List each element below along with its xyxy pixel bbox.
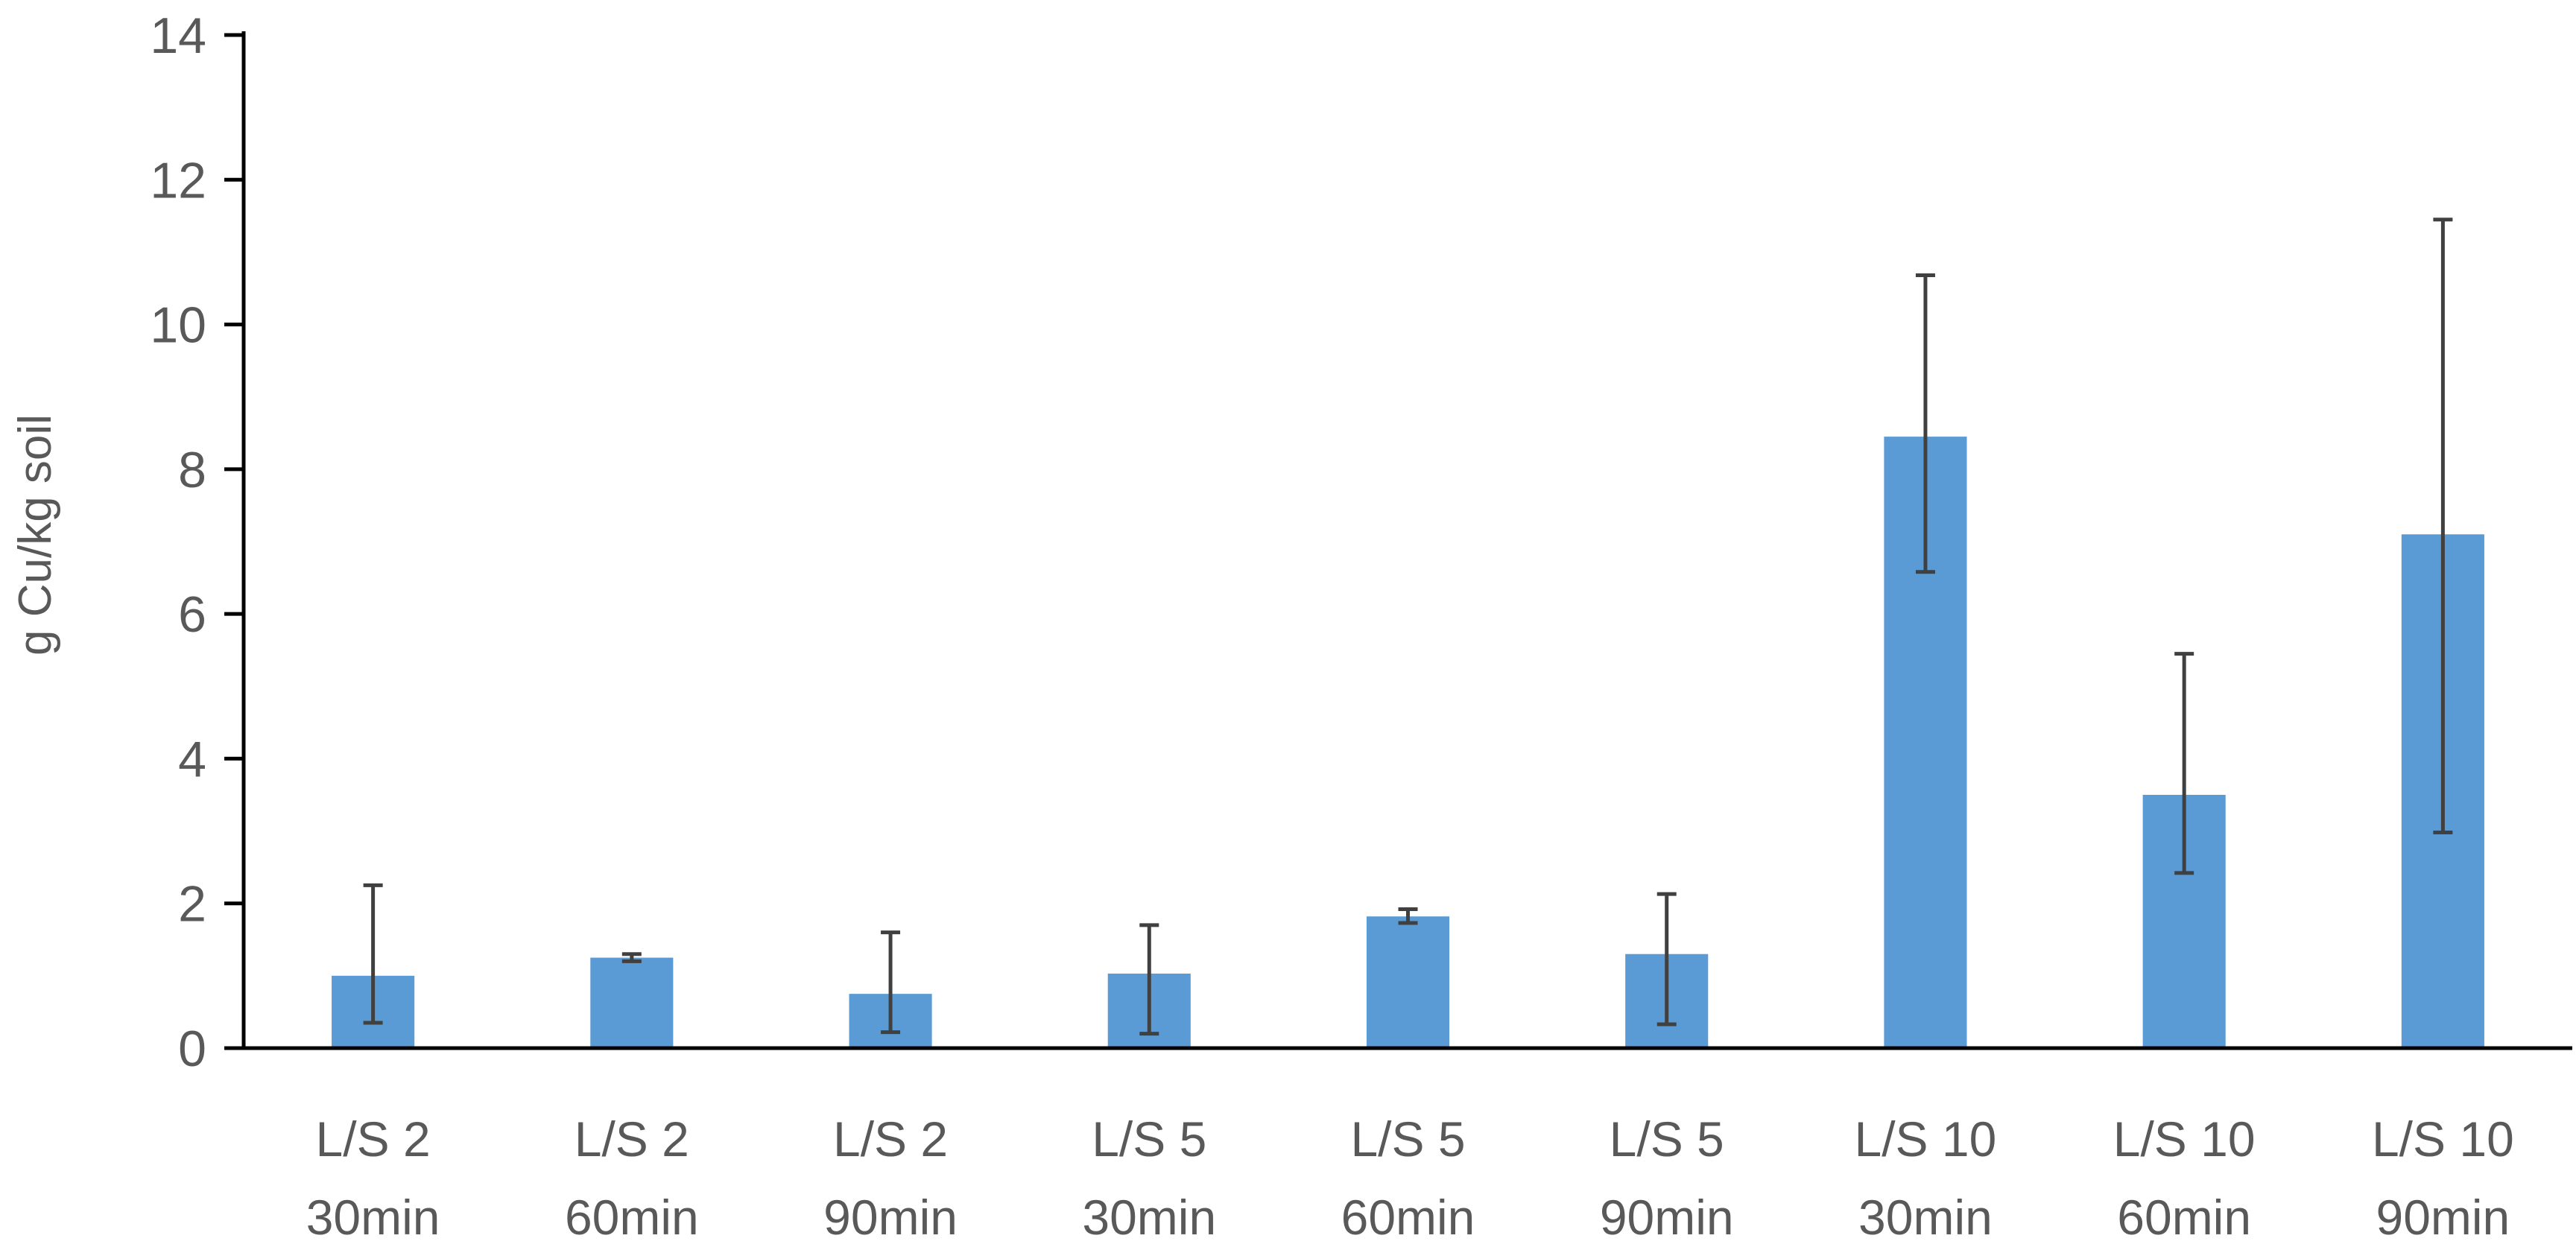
x-category-label-line: 60min — [2117, 1190, 2251, 1245]
x-category-labels: L/S 2 30min L/S 2 60min L/S 2 90min L/S 5 30min… — [306, 1111, 2514, 1245]
x-category-label-line: 90min — [823, 1190, 958, 1245]
bar — [1366, 916, 1450, 1048]
x-category-label-line: 30min — [306, 1190, 440, 1245]
y-axis-title: g Cu/kg soil — [10, 414, 61, 656]
x-category-label-line: L/S 2 — [575, 1111, 689, 1167]
x-category-label: L/S 2 30min — [306, 1111, 440, 1245]
x-category-label-line: L/S 5 — [1092, 1111, 1206, 1167]
x-category-label: L/S 10 30min — [1855, 1111, 1997, 1245]
error-bar — [363, 883, 383, 1025]
x-category-label-line: L/S 10 — [2372, 1111, 2514, 1167]
x-category-label-line: L/S 10 — [1855, 1111, 1997, 1167]
x-category-label-line: 60min — [565, 1190, 699, 1245]
x-category-label-line: L/S 5 — [1610, 1111, 1724, 1167]
x-category-label-line: 30min — [1858, 1190, 1993, 1245]
error-bar — [1139, 923, 1159, 1036]
x-category-label-line: 90min — [1600, 1190, 1734, 1245]
x-category-label: L/S 5 90min — [1600, 1111, 1734, 1245]
y-tick-label: 10 — [150, 297, 206, 354]
x-category-label-line: L/S 5 — [1350, 1111, 1465, 1167]
y-tick-label: 2 — [178, 876, 206, 933]
y-tick-label: 4 — [178, 731, 206, 787]
x-category-label-line: L/S 2 — [316, 1111, 431, 1167]
x-category-label: L/S 10 90min — [2372, 1111, 2514, 1245]
x-category-label-line: L/S 10 — [2113, 1111, 2256, 1167]
y-tick-label: 0 — [178, 1021, 206, 1077]
error-bar — [1656, 892, 1677, 1027]
y-tick-label: 6 — [178, 586, 206, 643]
x-category-label-line: 60min — [1341, 1190, 1475, 1245]
axes-layer — [224, 31, 2572, 1050]
error-bar — [2174, 652, 2194, 875]
bars-layer — [332, 437, 2484, 1048]
x-category-label: L/S 2 60min — [565, 1111, 699, 1245]
error-bar — [2433, 218, 2453, 835]
x-category-label: L/S 2 90min — [823, 1111, 958, 1245]
y-tick-label: 12 — [150, 152, 206, 209]
error-bar — [881, 930, 901, 1035]
y-tick-labels: 0 2 4 6 8 10 12 14 — [150, 7, 206, 1077]
x-category-label: L/S 5 60min — [1341, 1111, 1475, 1245]
x-category-label-line: 90min — [2376, 1190, 2510, 1245]
x-category-label-line: L/S 2 — [833, 1111, 948, 1167]
y-tick-label: 8 — [178, 442, 206, 498]
x-category-label: L/S 5 30min — [1082, 1111, 1216, 1245]
error-bar — [1398, 907, 1418, 925]
error-bar — [621, 952, 642, 963]
x-category-label-line: 30min — [1082, 1190, 1216, 1245]
x-category-label: L/S 10 60min — [2113, 1111, 2256, 1245]
bar — [590, 957, 674, 1048]
y-tick-label: 14 — [150, 7, 206, 64]
error-bars-layer — [363, 218, 2453, 1036]
error-bar — [1915, 273, 1935, 574]
